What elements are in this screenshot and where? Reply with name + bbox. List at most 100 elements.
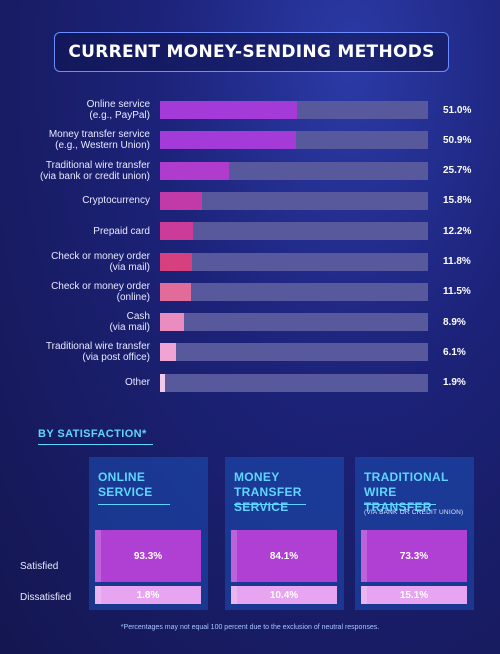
bar-fill (160, 373, 166, 392)
bar-category-label: Cryptocurrency (0, 188, 150, 214)
bar-category-label-line: (via bank or credit union) (39, 170, 150, 182)
bar-category-label: Prepaid card (0, 218, 150, 244)
bar-row: Cash (via mail) 8.9% (0, 309, 500, 335)
satisfaction-heading: BY SATISFACTION* (38, 428, 147, 440)
bar-fill (160, 161, 229, 180)
bar-row: Prepaid card 12.2% (0, 218, 500, 244)
bar-track (160, 373, 428, 392)
bar-category-label: Check or money order (online) (0, 279, 150, 305)
bar-category-label-line: Check or money order (51, 250, 150, 262)
cell-stripe (361, 530, 367, 582)
satisfied-cell: 84.1% (231, 530, 337, 582)
bar-value-label: 6.1% (443, 346, 466, 358)
bar-row: Online service (e.g., PayPal) 51.0% (0, 97, 500, 123)
bar-category-label-line: (e.g., Western Union) (55, 140, 150, 152)
bar-value-label: 11.8% (443, 256, 471, 267)
bar-value-label: 51.0% (443, 104, 472, 116)
cell-stripe (231, 586, 237, 604)
bar-value-label: 11.5% (443, 286, 471, 298)
bar-value-label: 8.9% (443, 316, 466, 328)
bar-fill (160, 282, 191, 301)
bar-category-label-line: Other (124, 377, 150, 389)
dissatisfied-value: 15.1% (399, 589, 429, 601)
bar-track (160, 161, 428, 180)
dissatisfied-cell: 15.1% (361, 586, 467, 604)
bar-category-label-line: Check or money order (51, 280, 150, 292)
bar-track (160, 343, 428, 362)
dissatisfied-cell: 1.8% (95, 586, 201, 604)
satisfied-value: 93.3% (133, 550, 163, 562)
bar-category-label: Check or money order (via mail) (0, 249, 150, 275)
card-title-underline (234, 504, 306, 505)
bar-category-label-line: (via mail) (109, 322, 150, 334)
bar-track (160, 191, 428, 210)
bar-row: Other 1.9% (0, 370, 500, 396)
bar-category-label-line: Traditional wire transfer (45, 341, 150, 353)
card-title: TRADITIONAL WIRE TRANSFER (364, 470, 474, 515)
card-title-line: TRADITIONAL WIRE (364, 470, 449, 499)
satisfaction-card: MONEY TRANSFER SERVICE 84.1% 10.4% (225, 457, 344, 610)
bar-fill (160, 343, 177, 362)
satisfaction-heading-underline (38, 444, 153, 445)
cell-stripe (95, 586, 101, 604)
bar-track (160, 222, 428, 241)
bar-row: Traditional wire transfer (via post offic… (0, 339, 500, 365)
card-title: ONLINE SERVICE (98, 470, 153, 500)
bar-row: Check or money order (online) 11.5% (0, 279, 500, 305)
card-title-line: MONEY TRANSFER (234, 470, 302, 499)
footnote: *Percentages may not equal 100 percent d… (120, 624, 380, 631)
chart-title: CURRENT MONEY-SENDING METHODS (68, 42, 435, 62)
bar-fill (160, 131, 297, 150)
card-title-underline (364, 504, 436, 505)
bar-fill (160, 101, 297, 119)
bar-category-label-line: (e.g., PayPal) (89, 110, 150, 121)
bar-fill (160, 191, 203, 210)
cell-stripe (95, 530, 101, 582)
bar-category-label: Online service (e.g., PayPal) (0, 97, 150, 123)
bar-category-label-line: (via mail) (109, 261, 150, 273)
chart-title-box: CURRENT MONEY-SENDING METHODS (54, 32, 449, 72)
bar-category-label-line: Prepaid card (93, 225, 150, 237)
bar-row: Check or money order (via mail) 11.8% (0, 249, 500, 275)
bar-fill (160, 252, 192, 271)
bar-category-label: Traditional wire transfer (via bank or cr… (0, 158, 150, 184)
card-title-underline (98, 504, 170, 505)
cell-stripe (361, 586, 367, 604)
bar-track (160, 131, 428, 150)
row-label-satisfied: Satisfied (20, 561, 59, 572)
bar-row: Cryptocurrency 15.8% (0, 188, 500, 214)
bar-fill (160, 222, 193, 241)
satisfaction-card: TRADITIONAL WIRE TRANSFER (VIA BANK OR CRE… (355, 457, 474, 610)
bar-row: Traditional wire transfer (via bank or cr… (0, 158, 500, 184)
bar-value-label: 25.7% (443, 165, 472, 177)
dissatisfied-cell: 10.4% (231, 586, 337, 604)
bar-value-label: 15.8% (443, 195, 472, 207)
bar-category-label-line: (via post office) (82, 352, 150, 364)
cell-stripe (231, 530, 237, 582)
dissatisfied-value: 1.8% (136, 589, 160, 601)
bar-category-label-line: (online) (116, 291, 150, 303)
card-subtitle: (VIA BANK OR CREDIT UNION) (364, 509, 464, 516)
bar-category-label-line: Online service (86, 99, 150, 110)
satisfied-cell: 93.3% (95, 530, 201, 582)
bar-category-label-line: Money transfer service (48, 129, 150, 141)
bar-value-label: 50.9% (443, 134, 472, 146)
bar-track (160, 313, 428, 332)
bar-track (160, 101, 428, 119)
card-title-line: SERVICE (98, 485, 153, 499)
bar-category-label-line: Cash (126, 311, 150, 323)
bar-category-label: Traditional wire transfer (via post offic… (0, 339, 150, 365)
bar-row: Money transfer service (e.g., Western Uni… (0, 127, 500, 153)
satisfied-cell: 73.3% (361, 530, 467, 582)
card-title-line: TRANSFER (364, 500, 432, 514)
bar-track (160, 282, 428, 301)
row-label-dissatisfied: Dissatisfied (20, 592, 72, 603)
bar-category-label: Money transfer service (e.g., Western Uni… (0, 127, 150, 153)
satisfied-value: 73.3% (399, 550, 429, 562)
satisfied-value: 84.1% (269, 550, 299, 562)
bar-category-label: Cash (via mail) (0, 309, 150, 335)
bar-category-label-line: Traditional wire transfer (45, 159, 150, 171)
bar-category-label: Other (0, 370, 150, 396)
satisfaction-card: ONLINE SERVICE 93.3% 1.8% (89, 457, 208, 610)
card-title-line: SERVICE (234, 500, 289, 514)
